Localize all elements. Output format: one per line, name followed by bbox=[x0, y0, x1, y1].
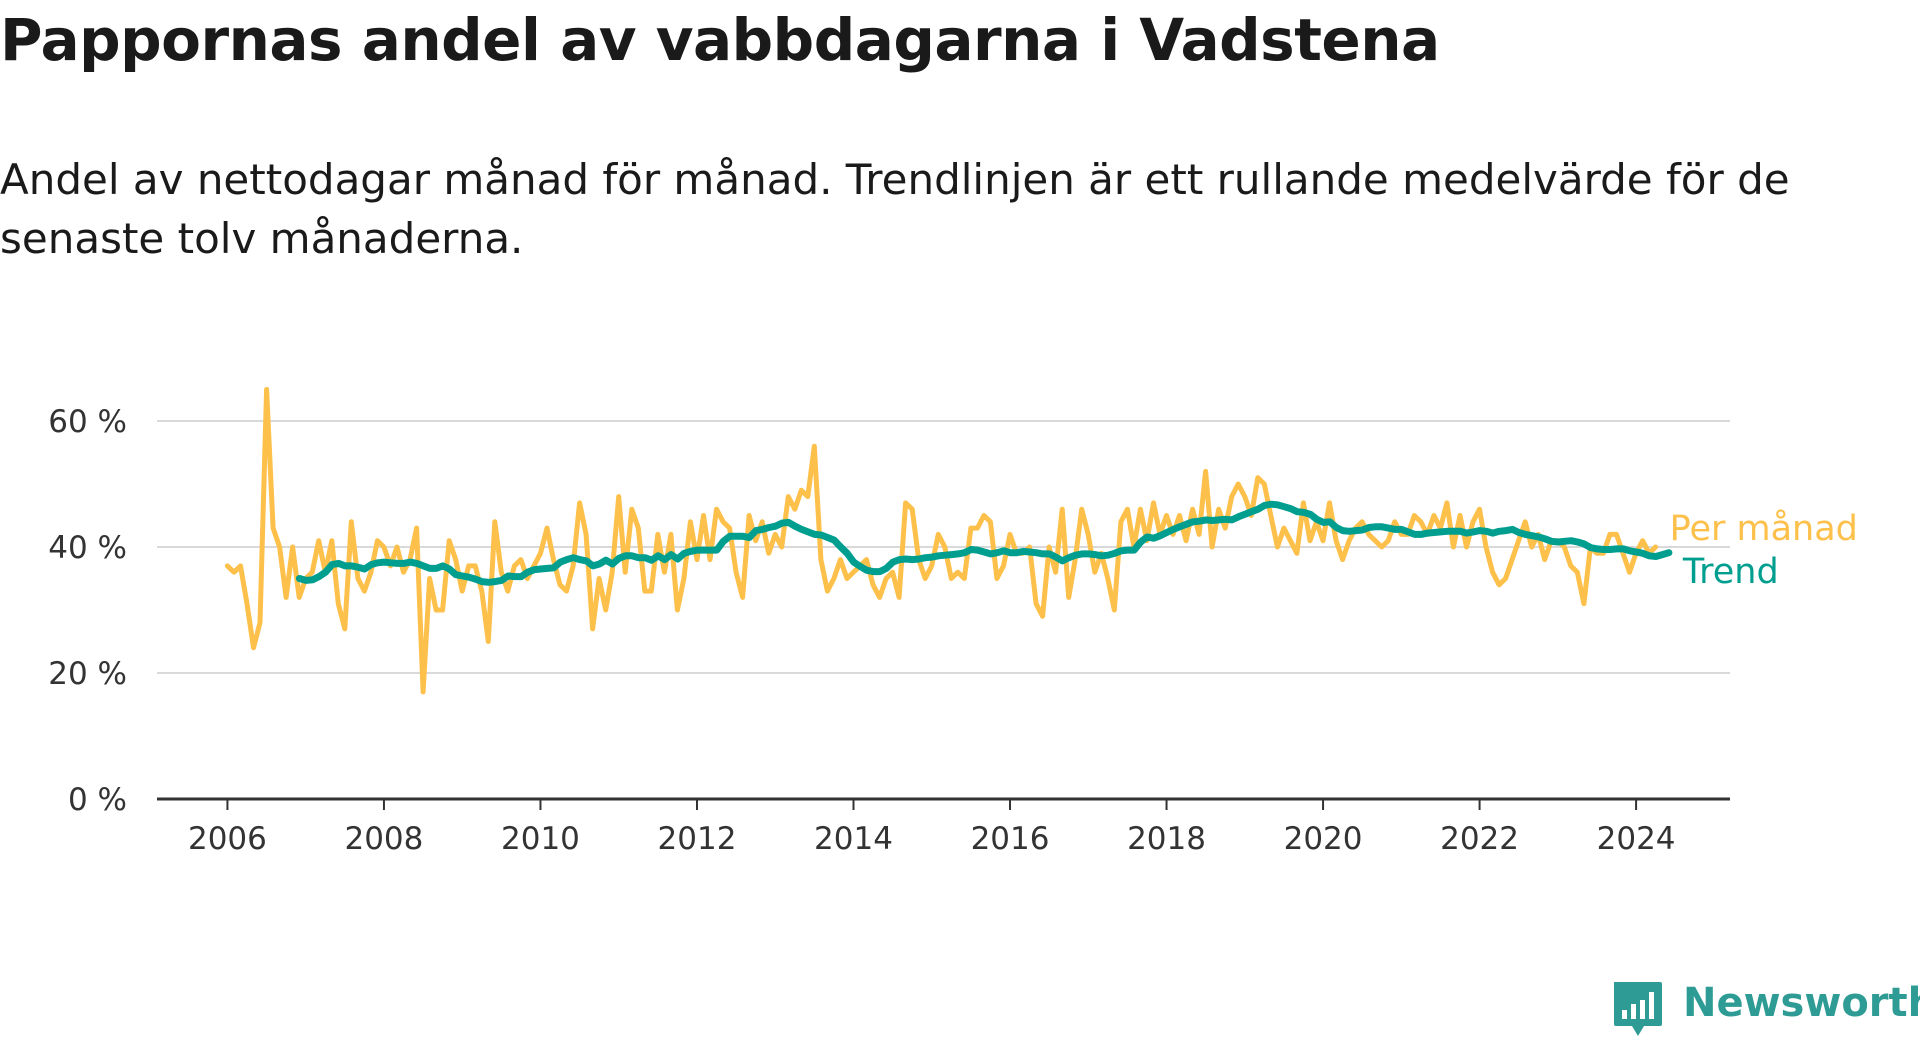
series-line-trend bbox=[295, 500, 1673, 586]
x-tick-label: 2022 bbox=[1440, 821, 1519, 857]
x-tick-label: 2006 bbox=[188, 821, 267, 857]
y-axis-tick-labels: 0 % 20 % 40 % 60 % bbox=[48, 404, 127, 818]
x-tick-label: 2018 bbox=[1127, 821, 1206, 857]
x-axis-ticks: 2006 2008 2010 2012 2014 2016 2018 2020 2022 2024 bbox=[188, 799, 1676, 857]
series-line-per-m-nad bbox=[224, 387, 1659, 695]
legend-label-trend: Trend bbox=[1682, 552, 1779, 592]
x-tick-label: 2014 bbox=[814, 821, 893, 857]
x-tick-label: 2010 bbox=[501, 821, 580, 857]
x-tick-label: 2008 bbox=[344, 821, 423, 857]
x-tick-label: 2016 bbox=[971, 821, 1050, 857]
chart-title: Pappornas andel av vabbdagarna i Vadsten… bbox=[0, 6, 1440, 74]
legend-label-per-m-nad: Per månad bbox=[1670, 508, 1858, 549]
chart-bubble-icon bbox=[1614, 982, 1662, 1036]
series-layer bbox=[224, 387, 1673, 695]
y-tick-label: 0 % bbox=[68, 782, 127, 818]
chart-subtitle: Andel av nettodagar månad för månad. Tre… bbox=[0, 155, 1790, 263]
x-tick-label: 2024 bbox=[1597, 821, 1676, 857]
y-tick-label: 60 % bbox=[48, 404, 127, 440]
logo-text: Newsworthy bbox=[1683, 980, 1920, 1026]
y-tick-label: 40 % bbox=[48, 530, 127, 566]
x-tick-label: 2012 bbox=[658, 821, 737, 857]
newsworthy-logo: Newsworthy bbox=[1610, 980, 1920, 1040]
x-tick-label: 2020 bbox=[1284, 821, 1363, 857]
y-tick-label: 20 % bbox=[48, 656, 127, 692]
